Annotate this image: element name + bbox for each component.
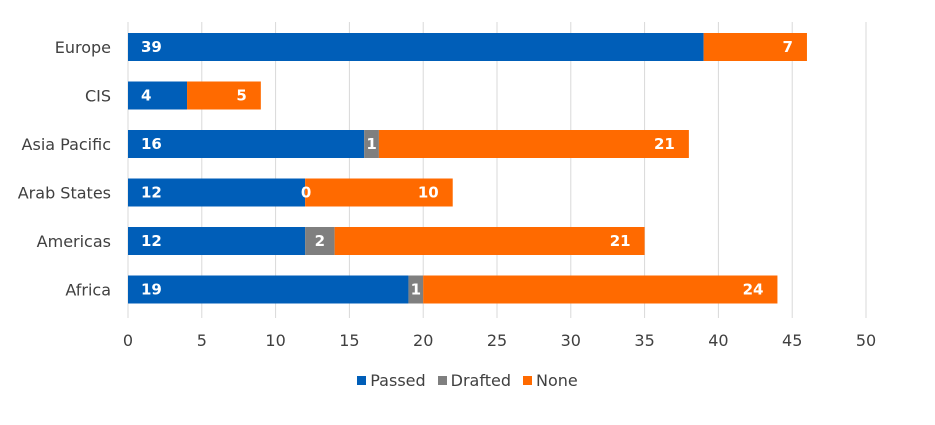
data-label-passed: 16 [141,135,162,153]
category-label: CIS [85,87,111,106]
x-tick-label: 5 [197,331,207,350]
legend-label: Drafted [450,371,511,390]
legend-item-passed: Passed [357,371,426,390]
data-label-passed: 19 [141,281,162,299]
bar-segment-none [334,227,645,255]
data-label-none: 21 [610,232,631,250]
data-label-drafted: 0 [301,184,311,202]
x-tick-label: 50 [856,331,876,350]
x-tick-label: 15 [339,331,359,350]
data-label-passed: 12 [141,184,162,202]
x-axis-tick-labels: 0 5 10 15 20 25 30 35 40 45 50 [123,331,876,350]
x-tick-label: 0 [123,331,133,350]
data-label-none: 5 [236,87,246,105]
data-label-passed: 39 [141,38,162,56]
data-label-drafted: 1 [366,135,376,153]
bar-segment-drafted [305,227,335,255]
category-label: Americas [37,232,111,251]
x-tick-label: 20 [413,331,433,350]
bar-segment-passed [128,178,306,207]
gridlines [127,22,867,318]
bar-segment-drafted [364,130,379,158]
bar-segment-passed [128,81,188,110]
legend-item-drafted: Drafted [437,371,511,390]
x-tick-label: 25 [487,331,507,350]
bar-segment-none [423,275,778,304]
legend-label: None [535,371,578,390]
x-tick-label: 45 [782,331,802,350]
legend: Passed Drafted None [0,371,935,390]
data-labels: 39 7 4 5 16 1 21 12 0 10 12 2 21 19 1 24 [141,38,793,299]
data-label-drafted: 1 [411,281,421,299]
x-tick-label: 30 [561,331,581,350]
data-label-passed: 12 [141,232,162,250]
category-label: Asia Pacific [22,135,111,154]
bar-segment-passed [128,227,306,255]
legend-swatch [522,376,532,385]
x-tick-label: 40 [708,331,728,350]
legend-swatch [357,376,367,385]
bar-segment-drafted [408,275,424,304]
bar-segment-none [703,33,807,61]
bar-segment-none [305,178,453,207]
bar-segment-passed [128,275,409,304]
bar-segment-passed [128,33,704,61]
data-label-none: 7 [783,38,793,56]
data-label-drafted: 2 [315,232,325,250]
category-labels: Europe CIS Asia Pacific Arab States Americas… [18,38,111,300]
bar-segment-none [378,130,689,158]
category-label: Europe [55,38,111,57]
bar-marks [128,33,807,304]
data-label-none: 10 [418,184,439,202]
data-label-none: 24 [743,281,764,299]
legend-swatch [437,376,447,385]
bar-segment-passed [128,130,365,158]
legend-item-none: None [522,371,578,390]
category-label: Africa [65,281,111,300]
x-tick-label: 10 [265,331,285,350]
category-label: Arab States [18,184,111,203]
data-label-passed: 4 [141,87,151,105]
legend-label: Passed [370,371,426,390]
data-label-none: 21 [654,135,675,153]
bar-segment-none [187,81,261,110]
x-tick-label: 35 [634,331,654,350]
